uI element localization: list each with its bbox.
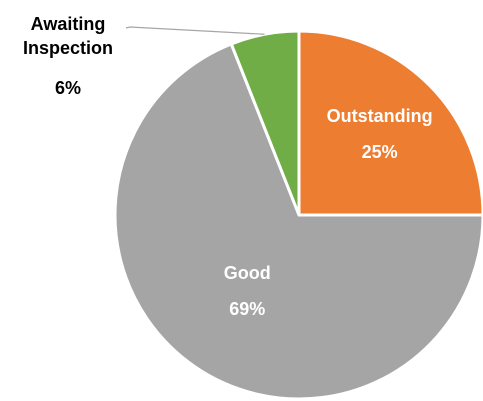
slice-percent: 69%: [229, 299, 266, 320]
slice-label: Awaiting Inspection: [22, 14, 113, 58]
pie-slice: [297, 29, 483, 217]
slice-percent: 25%: [361, 142, 398, 163]
leader-line: [125, 26, 265, 35]
pie-slice: [113, 42, 483, 401]
slice-label: Outstanding: [326, 106, 433, 127]
pie-slice: [229, 29, 301, 217]
slice-percent: 6%: [54, 78, 82, 98]
slice-label: Good: [223, 263, 271, 284]
